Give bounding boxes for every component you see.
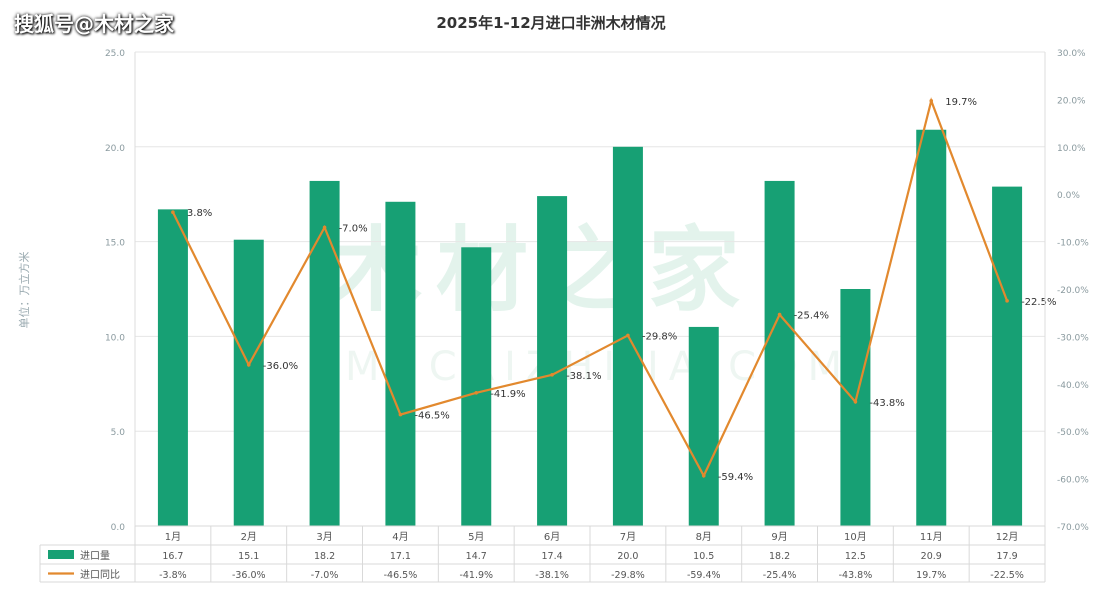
x-tick-label: 1月	[165, 531, 181, 543]
line-point	[398, 412, 403, 417]
line-data-label: 3.8%	[187, 208, 212, 219]
table-cell-yoy: -7.0%	[311, 570, 339, 581]
table-cell-volume: 16.7	[162, 551, 183, 562]
y-axis-label: 单位：万立方米	[17, 252, 31, 329]
table-cell-yoy: -22.5%	[990, 570, 1024, 581]
line-data-label: -59.4%	[718, 472, 753, 483]
line-point	[929, 99, 934, 103]
y2-tick-label: -10.0%	[1057, 239, 1089, 249]
table-cell-volume: 14.7	[466, 551, 487, 562]
y2-tick-label: -40.0%	[1057, 381, 1089, 391]
x-tick-label: 10月	[844, 531, 867, 543]
bar-import-volume	[537, 196, 568, 526]
y2-tick-label: -60.0%	[1057, 476, 1089, 486]
line-data-label: -25.4%	[794, 311, 829, 322]
x-tick-label: 12月	[996, 531, 1019, 543]
table-cell-yoy: -36.0%	[232, 570, 266, 581]
bar-import-volume	[461, 247, 492, 526]
bar-import-volume	[309, 180, 340, 527]
y2-tick-label: -30.0%	[1057, 333, 1089, 343]
table-cell-volume: 20.0	[617, 551, 638, 562]
chart-title: 2025年1-12月进口非洲木材情况	[436, 14, 665, 32]
table-cell-yoy: -29.8%	[611, 570, 645, 581]
y2-tick-label: -50.0%	[1057, 428, 1089, 438]
bar-import-volume	[992, 186, 1023, 526]
y2-tick-label: -70.0%	[1057, 523, 1089, 533]
line-point	[701, 473, 706, 478]
line-data-label: -43.8%	[869, 398, 904, 409]
table-cell-yoy: -41.9%	[459, 570, 493, 581]
line-point	[853, 400, 858, 404]
line-data-label: -46.5%	[414, 411, 449, 422]
table-cell-volume: 18.2	[314, 551, 335, 562]
line-point	[171, 210, 175, 215]
bar-import-volume	[157, 209, 188, 527]
line-data-label: -38.1%	[566, 371, 601, 382]
table-cell-yoy: -46.5%	[384, 570, 418, 581]
y-tick-label: 10.0	[105, 333, 125, 343]
x-tick-label: 4月	[392, 531, 408, 543]
line-data-label: 19.7%	[945, 97, 977, 108]
y2-tick-label: 0.0%	[1057, 191, 1080, 201]
line-point	[1005, 299, 1009, 303]
bar-import-volume	[385, 201, 416, 526]
bar-import-volume	[764, 180, 795, 527]
table-cell-yoy: -59.4%	[687, 570, 721, 581]
table-cell-volume: 17.1	[390, 551, 411, 562]
line-yoy	[171, 97, 1009, 479]
line-data-label: -22.5%	[1021, 297, 1056, 308]
x-tick-label: 8月	[696, 531, 712, 543]
table-cell-yoy: -43.8%	[839, 570, 873, 581]
table-cell-volume: 18.2	[769, 551, 790, 562]
y-tick-label: 0.0	[111, 523, 126, 533]
table-cell-volume: 12.5	[845, 551, 866, 562]
brand-watermark: 搜狐号@木材之家	[14, 12, 174, 36]
legend-label-yoy: 进口同比	[80, 569, 120, 581]
legend-label-volume: 进口量	[80, 550, 110, 562]
y-tick-label: 20.0	[105, 144, 125, 154]
line-point	[626, 333, 630, 338]
x-tick-label: 6月	[544, 531, 560, 543]
line-data-label: -29.8%	[642, 331, 677, 342]
x-tick-label: 3月	[316, 531, 332, 543]
y2-tick-label: 10.0%	[1057, 144, 1086, 154]
table-cell-volume: 17.9	[997, 551, 1018, 562]
table-cell-yoy: -3.8%	[159, 570, 187, 581]
y-tick-label: 25.0	[105, 49, 125, 59]
table-cell-yoy: -38.1%	[535, 570, 569, 581]
line-point	[322, 225, 327, 230]
line-point	[550, 372, 554, 377]
table-cell-yoy: -25.4%	[763, 570, 797, 581]
legend-swatch-bar	[48, 550, 74, 559]
y-tick-label: 15.0	[105, 239, 125, 249]
line-point	[777, 312, 782, 317]
line-point	[246, 363, 251, 367]
table-cell-volume: 17.4	[542, 551, 563, 562]
table-cell-volume: 20.9	[921, 551, 942, 562]
bar-import-volume	[233, 239, 264, 527]
bar-import-volume	[840, 289, 871, 526]
table-cell-volume: 10.5	[693, 551, 714, 562]
line-data-label: -7.0%	[339, 223, 368, 234]
line-data-label: -41.9%	[490, 389, 525, 400]
watermark-url: MUCAIZHIJIA.COM	[345, 344, 853, 390]
y2-tick-label: -20.0%	[1057, 286, 1089, 296]
x-tick-label: 11月	[920, 531, 943, 543]
table-cell-volume: 15.1	[238, 551, 259, 562]
bar-import-volume	[688, 326, 719, 526]
x-tick-label: 5月	[468, 531, 484, 543]
table-cell-yoy: 19.7%	[916, 570, 946, 581]
x-tick-label: 9月	[771, 531, 787, 543]
bar-import-volume	[916, 129, 947, 526]
x-tick-label: 7月	[620, 531, 636, 543]
y2-tick-label: 30.0%	[1057, 49, 1086, 59]
x-tick-label: 2月	[241, 531, 257, 543]
line-point	[474, 391, 479, 395]
y-tick-label: 5.0	[111, 428, 126, 438]
y2-tick-label: 20.0%	[1057, 96, 1086, 106]
line-data-label: -36.0%	[263, 361, 298, 372]
